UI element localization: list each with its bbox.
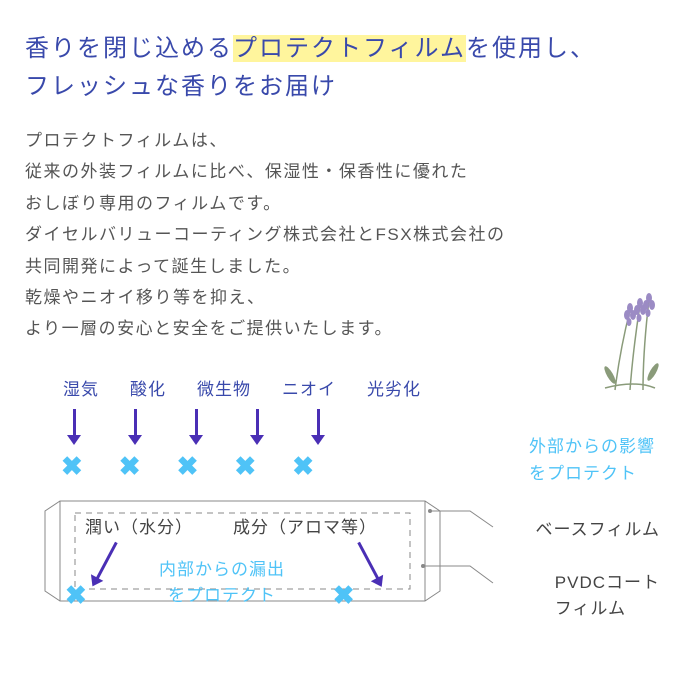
arrow-down-icon [73, 409, 76, 437]
headline-part2: を使用し、 [466, 35, 596, 62]
external-block-marks: ✖ ✖ ✖ ✖ ✖ [61, 451, 314, 482]
x-mark-icon: ✖ [177, 451, 199, 482]
protect-film-diagram: 湿気 酸化 微生物 ニオイ 光劣化 ✖ ✖ ✖ ✖ ✖ 外部からの影響 をプロテ… [25, 375, 665, 665]
external-factor-labels: 湿気 酸化 微生物 ニオイ 光劣化 [63, 375, 421, 400]
x-mark-icon: ✖ [234, 451, 256, 482]
x-mark-icon: ✖ [119, 451, 141, 482]
external-protect-caption: 外部からの影響 をプロテクト [529, 433, 655, 487]
x-mark-icon: ✖ [292, 451, 314, 482]
pvdc-coat-label: PVDCコート フィルム [555, 570, 660, 623]
arrow-down-icon [256, 409, 259, 437]
description: プロテクトフィルムは、 従来の外装フィルムに比べ、保湿性・保香性に優れた おしぼ… [25, 125, 675, 345]
headline-highlight: プロテクトフィルム [233, 35, 466, 62]
headline-part1: 香りを閉じ込める [25, 35, 233, 62]
headline: 香りを閉じ込めるプロテクトフィルムを使用し、 フレッシュな香りをお届け [25, 30, 675, 107]
x-mark-icon: ✖ [61, 451, 83, 482]
arrow-down-icon [134, 409, 137, 437]
arrow-down-icon [195, 409, 198, 437]
external-arrows [73, 409, 320, 437]
arrow-down-icon [317, 409, 320, 437]
base-film-label: ベースフィルム [536, 515, 660, 540]
headline-line2: フレッシュな香りをお届け [25, 73, 337, 100]
